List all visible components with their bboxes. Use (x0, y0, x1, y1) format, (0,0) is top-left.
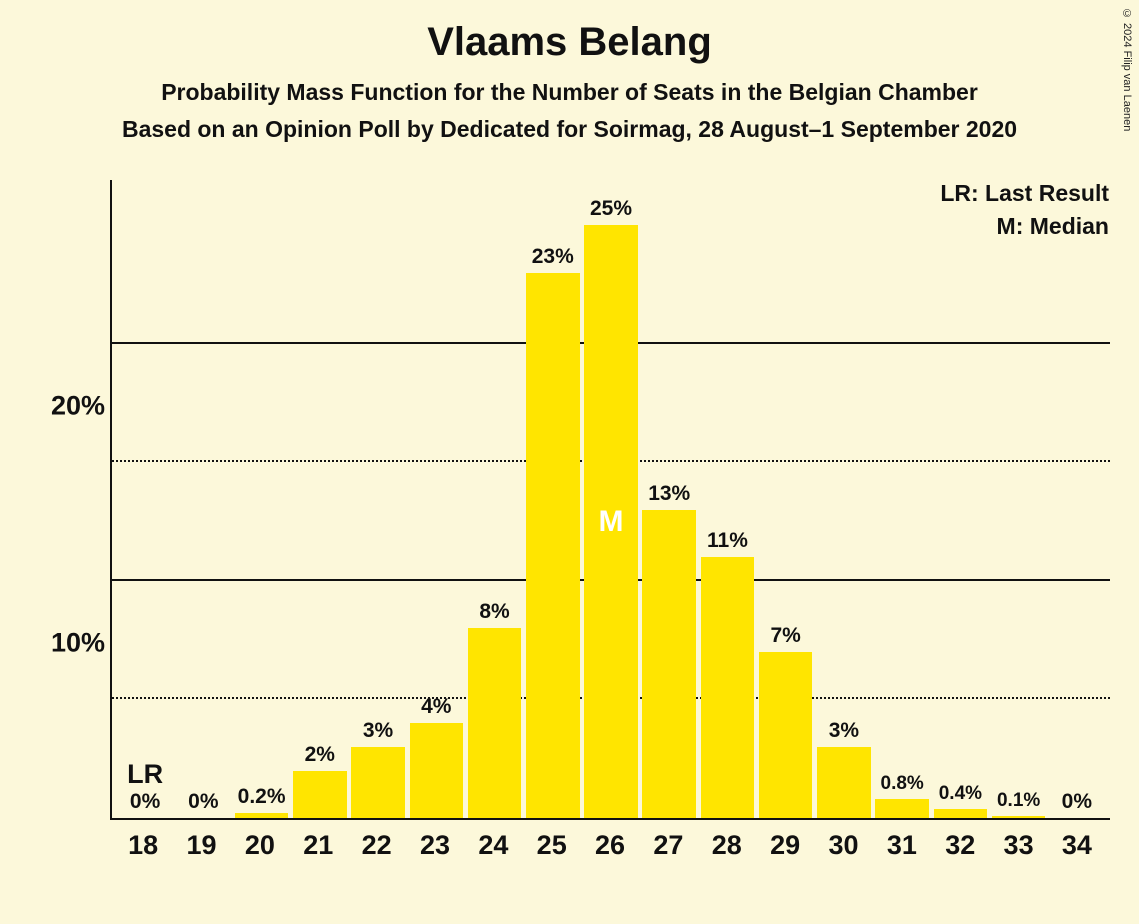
bar: 2% (293, 771, 347, 818)
bar-slot: 0.8% (873, 180, 931, 818)
bar-slot: 0.2% (232, 180, 290, 818)
x-tick-label: 29 (756, 830, 814, 861)
bar-slot: 13% (640, 180, 698, 818)
bar: 25%M (584, 225, 638, 818)
chart-subtitle-2: Based on an Opinion Poll by Dedicated fo… (0, 116, 1139, 143)
bar-value-label: 0.1% (997, 790, 1040, 812)
bar-slot: 3% (815, 180, 873, 818)
bar: 23% (526, 273, 580, 818)
x-tick-label: 26 (581, 830, 639, 861)
x-axis: 1819202122232425262728293031323334 (110, 830, 1110, 861)
x-tick-label: 28 (698, 830, 756, 861)
x-tick-label: 25 (523, 830, 581, 861)
bar-value-label: 0% (130, 790, 160, 814)
bars-container: LR0%0%0.2%2%3%4%8%23%25%M13%11%7%3%0.8%0… (112, 180, 1110, 818)
chart: LR0%0%0.2%2%3%4%8%23%25%M13%11%7%3%0.8%0… (40, 180, 1115, 880)
bar-slot: 23% (524, 180, 582, 818)
bar-value-label: 8% (479, 600, 509, 624)
bar: 3% (817, 747, 871, 818)
lr-marker: LR (127, 759, 163, 790)
bar-value-label: 23% (532, 245, 574, 269)
median-marker: M (598, 505, 623, 539)
bar: 4% (410, 723, 464, 818)
bar: 0.8% (875, 799, 929, 818)
bar-value-label: 2% (305, 743, 335, 767)
bar-slot: 0% (1048, 180, 1106, 818)
x-tick-label: 22 (347, 830, 405, 861)
bar-slot: 3% (349, 180, 407, 818)
bar: 13% (642, 510, 696, 818)
x-tick-label: 19 (172, 830, 230, 861)
bar-value-label: 0.2% (238, 785, 286, 809)
bar: 8% (468, 628, 522, 818)
bar: 0.4% (934, 809, 988, 818)
y-tick-label: 20% (51, 390, 105, 421)
bar-slot: 0% (174, 180, 232, 818)
bar-value-label: 3% (363, 719, 393, 743)
x-tick-label: 30 (814, 830, 872, 861)
bar-value-label: 0% (188, 790, 218, 814)
chart-subtitle: Probability Mass Function for the Number… (0, 79, 1139, 106)
bar-value-label: 7% (771, 624, 801, 648)
x-tick-label: 18 (114, 830, 172, 861)
bar-slot: 7% (757, 180, 815, 818)
y-tick-label: 10% (51, 627, 105, 658)
x-tick-label: 34 (1048, 830, 1106, 861)
copyright-text: © 2024 Filip van Laenen (1121, 8, 1133, 131)
bar: 11% (701, 557, 755, 818)
bar: 0.1% (992, 816, 1046, 818)
bar-slot: 2% (291, 180, 349, 818)
bar-value-label: 3% (829, 719, 859, 743)
bar-slot: 25% M (582, 180, 640, 818)
bar-value-label: 13% (648, 482, 690, 506)
bar-value-label: 25% (590, 197, 632, 221)
bar-slot: 11% (698, 180, 756, 818)
bar-value-label: 4% (421, 695, 451, 719)
bar-slot: LR0% (116, 180, 174, 818)
x-tick-label: 27 (639, 830, 697, 861)
bar: 0.2% (235, 813, 289, 818)
x-tick-label: 32 (931, 830, 989, 861)
x-tick-label: 31 (873, 830, 931, 861)
plot-area: LR0%0%0.2%2%3%4%8%23%25%M13%11%7%3%0.8%0… (110, 180, 1110, 820)
x-tick-label: 33 (989, 830, 1047, 861)
bar-value-label: 0.8% (881, 773, 924, 795)
bar-value-label: 0.4% (939, 783, 982, 805)
bar-slot: 0.4% (931, 180, 989, 818)
bar-slot: 4% (407, 180, 465, 818)
bar-value-label: 0% (1062, 790, 1092, 814)
bar: 7% (759, 652, 813, 818)
chart-title: Vlaams Belang (0, 0, 1139, 65)
x-tick-label: 20 (231, 830, 289, 861)
bar-slot: 0.1% (990, 180, 1048, 818)
bar-value-label: 11% (707, 529, 748, 553)
x-tick-label: 23 (406, 830, 464, 861)
bar-slot: 8% (465, 180, 523, 818)
x-tick-label: 24 (464, 830, 522, 861)
bar: 3% (351, 747, 405, 818)
x-tick-label: 21 (289, 830, 347, 861)
